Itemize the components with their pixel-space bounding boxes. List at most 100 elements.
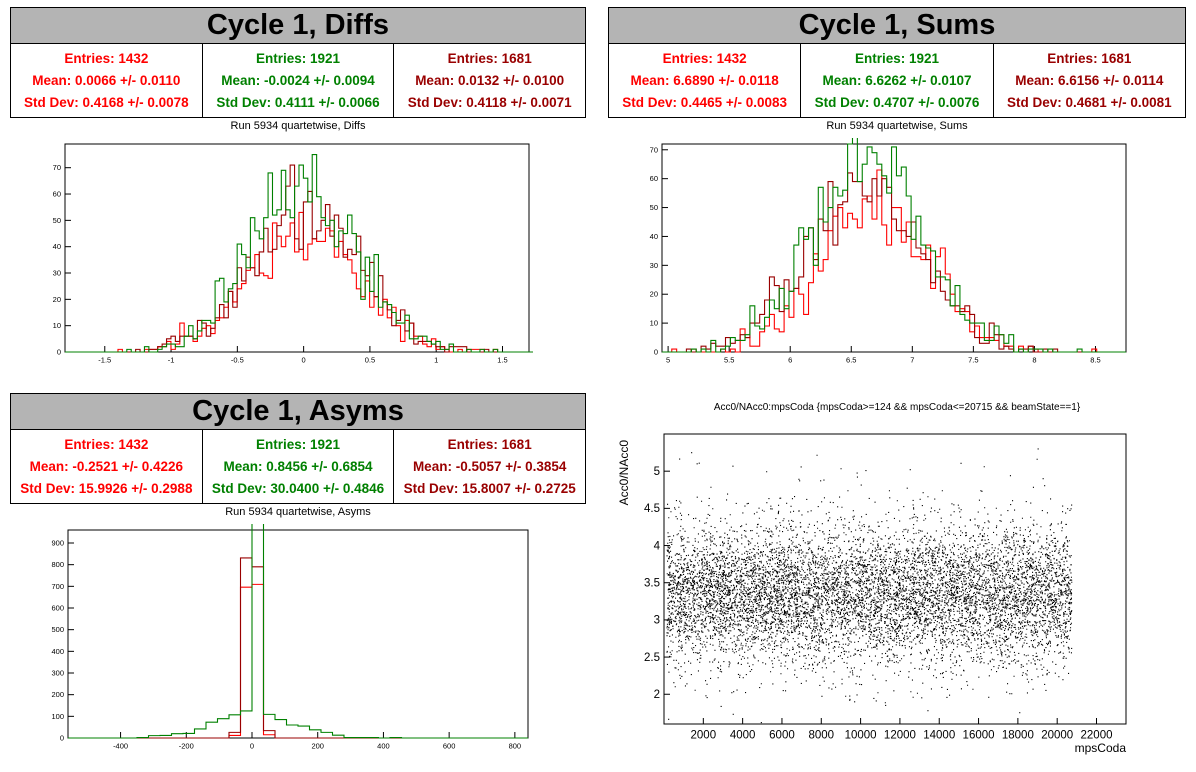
hist0-frame [64, 143, 530, 353]
hist2-ytick-label: 800 [51, 560, 64, 569]
hist0-series-0 [65, 211, 533, 353]
hist1-xtick-label: 8 [1032, 356, 1036, 365]
hist0-ytick-label: 0 [57, 348, 61, 357]
hist0-ytick-label: 30 [53, 269, 61, 278]
scatter-xtick-label: 18000 [1002, 730, 1034, 742]
hist1-xtick-label: 7 [910, 356, 914, 365]
scatter-ytick-label: 2 [654, 689, 660, 701]
sums-stats-red: Entries: 1432 Mean: 6.6890 +/- 0.0118 St… [609, 44, 800, 117]
scatter-xtick-label: 8000 [808, 730, 834, 742]
stat-entries: Entries: 1681 [1047, 51, 1132, 67]
diffs-histogram: -1.5 -1 -0.5 0 0.5 1 1.5 0 10 20 30 40 50 60 70 [53, 143, 533, 365]
stat-entries: Entries: 1432 [64, 51, 149, 67]
hist1-ytick-label: 30 [650, 261, 658, 270]
hist0-xtick-label: 1 [434, 356, 438, 365]
stat-std: Std Dev: 30.0400 +/- 0.4846 [211, 480, 385, 496]
hist0-xtick-label: 0.5 [365, 356, 375, 365]
scatter-xtick-label: 14000 [923, 730, 955, 742]
hist0-ytick-label: 20 [53, 295, 61, 304]
scatter-xtick-label: 22000 [1081, 730, 1113, 742]
hist2-xtick-label: 800 [509, 742, 522, 751]
hist2-series-0 [68, 583, 528, 739]
hist1-ytick-label: 10 [650, 319, 658, 328]
hist1-frame [661, 143, 1127, 353]
stat-mean: Mean: -0.5057 +/- 0.3854 [412, 458, 567, 474]
scatter-ytick-label: 4 [654, 540, 661, 552]
sums-title: Cycle 1, Sums [608, 7, 1186, 44]
scatter-xtick-label: 4000 [730, 730, 756, 742]
scatter-ylabel: Acc0/NAcc0 [617, 440, 631, 506]
diffs-title: Cycle 1, Diffs [10, 7, 586, 44]
hist0-ytick-label: 70 [53, 163, 61, 172]
diffs-stats-darkred: Entries: 1681 Mean: 0.0132 +/- 0.0100 St… [393, 44, 585, 117]
hist2-ytick-label: 100 [51, 712, 64, 721]
stat-std: Std Dev: 0.4168 +/- 0.0078 [23, 94, 189, 110]
hist0-ytick-label: 60 [53, 190, 61, 199]
stat-mean: Mean: -0.2521 +/- 0.4226 [29, 458, 184, 474]
stat-entries: Entries: 1921 [255, 437, 341, 453]
scatter-ytick-label: 5 [654, 466, 660, 478]
scatter-plot: 2000 4000 6000 8000 10000 12000 14000 16000 1800… [617, 433, 1127, 755]
stat-std: Std Dev: 15.9926 +/- 0.2988 [20, 480, 193, 496]
hist2-xtick-label: -400 [113, 742, 128, 751]
hist1-ytick-label: 70 [650, 145, 658, 154]
hist1-xtick-label: 6 [788, 356, 792, 365]
hist2-ytick-label: 500 [51, 625, 64, 634]
hist0-ytick-label: 50 [53, 216, 61, 225]
stat-entries: Entries: 1432 [662, 51, 747, 67]
diffs-stats-green: Entries: 1921 Mean: -0.0024 +/- 0.0094 S… [201, 44, 394, 117]
asyms-title: Cycle 1, Asyms [10, 393, 586, 430]
scatter-frame [663, 433, 1127, 725]
scatter-xtick-label: 10000 [845, 730, 877, 742]
asyms-histogram: -400 -200 0 200 400 600 800 0 100 200 300 400 500 600… [51, 524, 529, 751]
hist1-series-1 [662, 138, 1126, 353]
hist2-ytick-label: 600 [51, 604, 64, 613]
sums-stats-green: Entries: 1921 Mean: 6.6262 +/- 0.0107 St… [800, 44, 992, 117]
diffs-stats-red: Entries: 1432 Mean: 0.0066 +/- 0.0110 St… [11, 44, 202, 117]
hist1-ytick-label: 50 [650, 203, 658, 212]
hist1-ytick-label: 20 [650, 290, 658, 299]
stat-std: Std Dev: 0.4111 +/- 0.0066 [216, 94, 380, 110]
hist0-series-1 [65, 153, 533, 353]
hist2-xtick-label: 200 [311, 742, 324, 751]
sums-histogram: 5 5.5 6 6.5 7 7.5 8 8.5 0 10 20 30 40 50 60 70 [650, 138, 1127, 365]
stat-mean: Mean: 6.6262 +/- 0.0107 [822, 72, 972, 88]
scatter-ytick-label: 4.5 [644, 503, 660, 515]
asyms-subtitle: Run 5934 quartetwise, Asyms [225, 506, 371, 518]
hist0-series-2 [65, 164, 533, 353]
diffs-stats-box: Entries: 1432 Mean: 0.0066 +/- 0.0110 St… [10, 44, 586, 118]
stat-entries: Entries: 1681 [447, 51, 532, 67]
hist2-series-2 [68, 557, 528, 739]
hist0-xtick-label: -1 [168, 356, 175, 365]
sums-stats-box: Entries: 1432 Mean: 6.6890 +/- 0.0118 St… [608, 44, 1186, 118]
hist1-xtick-label: 8.5 [1090, 356, 1100, 365]
hist0-xtick-label: -1.5 [98, 356, 111, 365]
stat-std: Std Dev: 0.4465 +/- 0.0083 [622, 94, 788, 110]
stat-mean: Mean: 6.6890 +/- 0.0118 [630, 72, 779, 88]
diffs-subtitle: Run 5934 quartetwise, Diffs [230, 120, 366, 132]
hist2-ytick-label: 200 [51, 690, 64, 699]
hist2-ytick-label: 900 [51, 539, 64, 548]
scatter-title: Acc0/NAcc0:mpsCoda {mpsCoda>=124 && mpsC… [713, 402, 1081, 413]
scatter-xtick-label: 20000 [1041, 730, 1073, 742]
asyms-stats-box: Entries: 1432 Mean: -0.2521 +/- 0.4226 S… [10, 430, 586, 504]
stat-std: Std Dev: 0.4118 +/- 0.0071 [407, 94, 572, 110]
hist1-ytick-label: 40 [650, 232, 658, 241]
scatter-xtick-label: 16000 [963, 730, 995, 742]
asyms-stats-darkred: Entries: 1681 Mean: -0.5057 +/- 0.3854 S… [393, 430, 585, 503]
asyms-stats-red: Entries: 1432 Mean: -0.2521 +/- 0.4226 S… [11, 430, 202, 503]
stat-std: Std Dev: 15.8007 +/- 0.2725 [403, 480, 576, 496]
hist2-ytick-label: 400 [51, 647, 64, 656]
stat-entries: Entries: 1432 [64, 437, 149, 453]
hist2-ytick-label: 700 [51, 582, 64, 591]
hist2-frame [67, 529, 529, 739]
scatter-xlabel: mpsCoda [1075, 741, 1127, 755]
hist1-xtick-label: 7.5 [968, 356, 978, 365]
stat-entries: Entries: 1921 [854, 51, 940, 67]
hist1-xtick-label: 5 [666, 356, 670, 365]
stat-std: Std Dev: 0.4707 +/- 0.0076 [814, 94, 980, 110]
stat-mean: Mean: -0.0024 +/- 0.0094 [221, 72, 375, 88]
hist1-series-0 [662, 169, 1126, 353]
hist0-xtick-label: 1.5 [497, 356, 507, 365]
scatter-xtick-label: 6000 [769, 730, 795, 742]
